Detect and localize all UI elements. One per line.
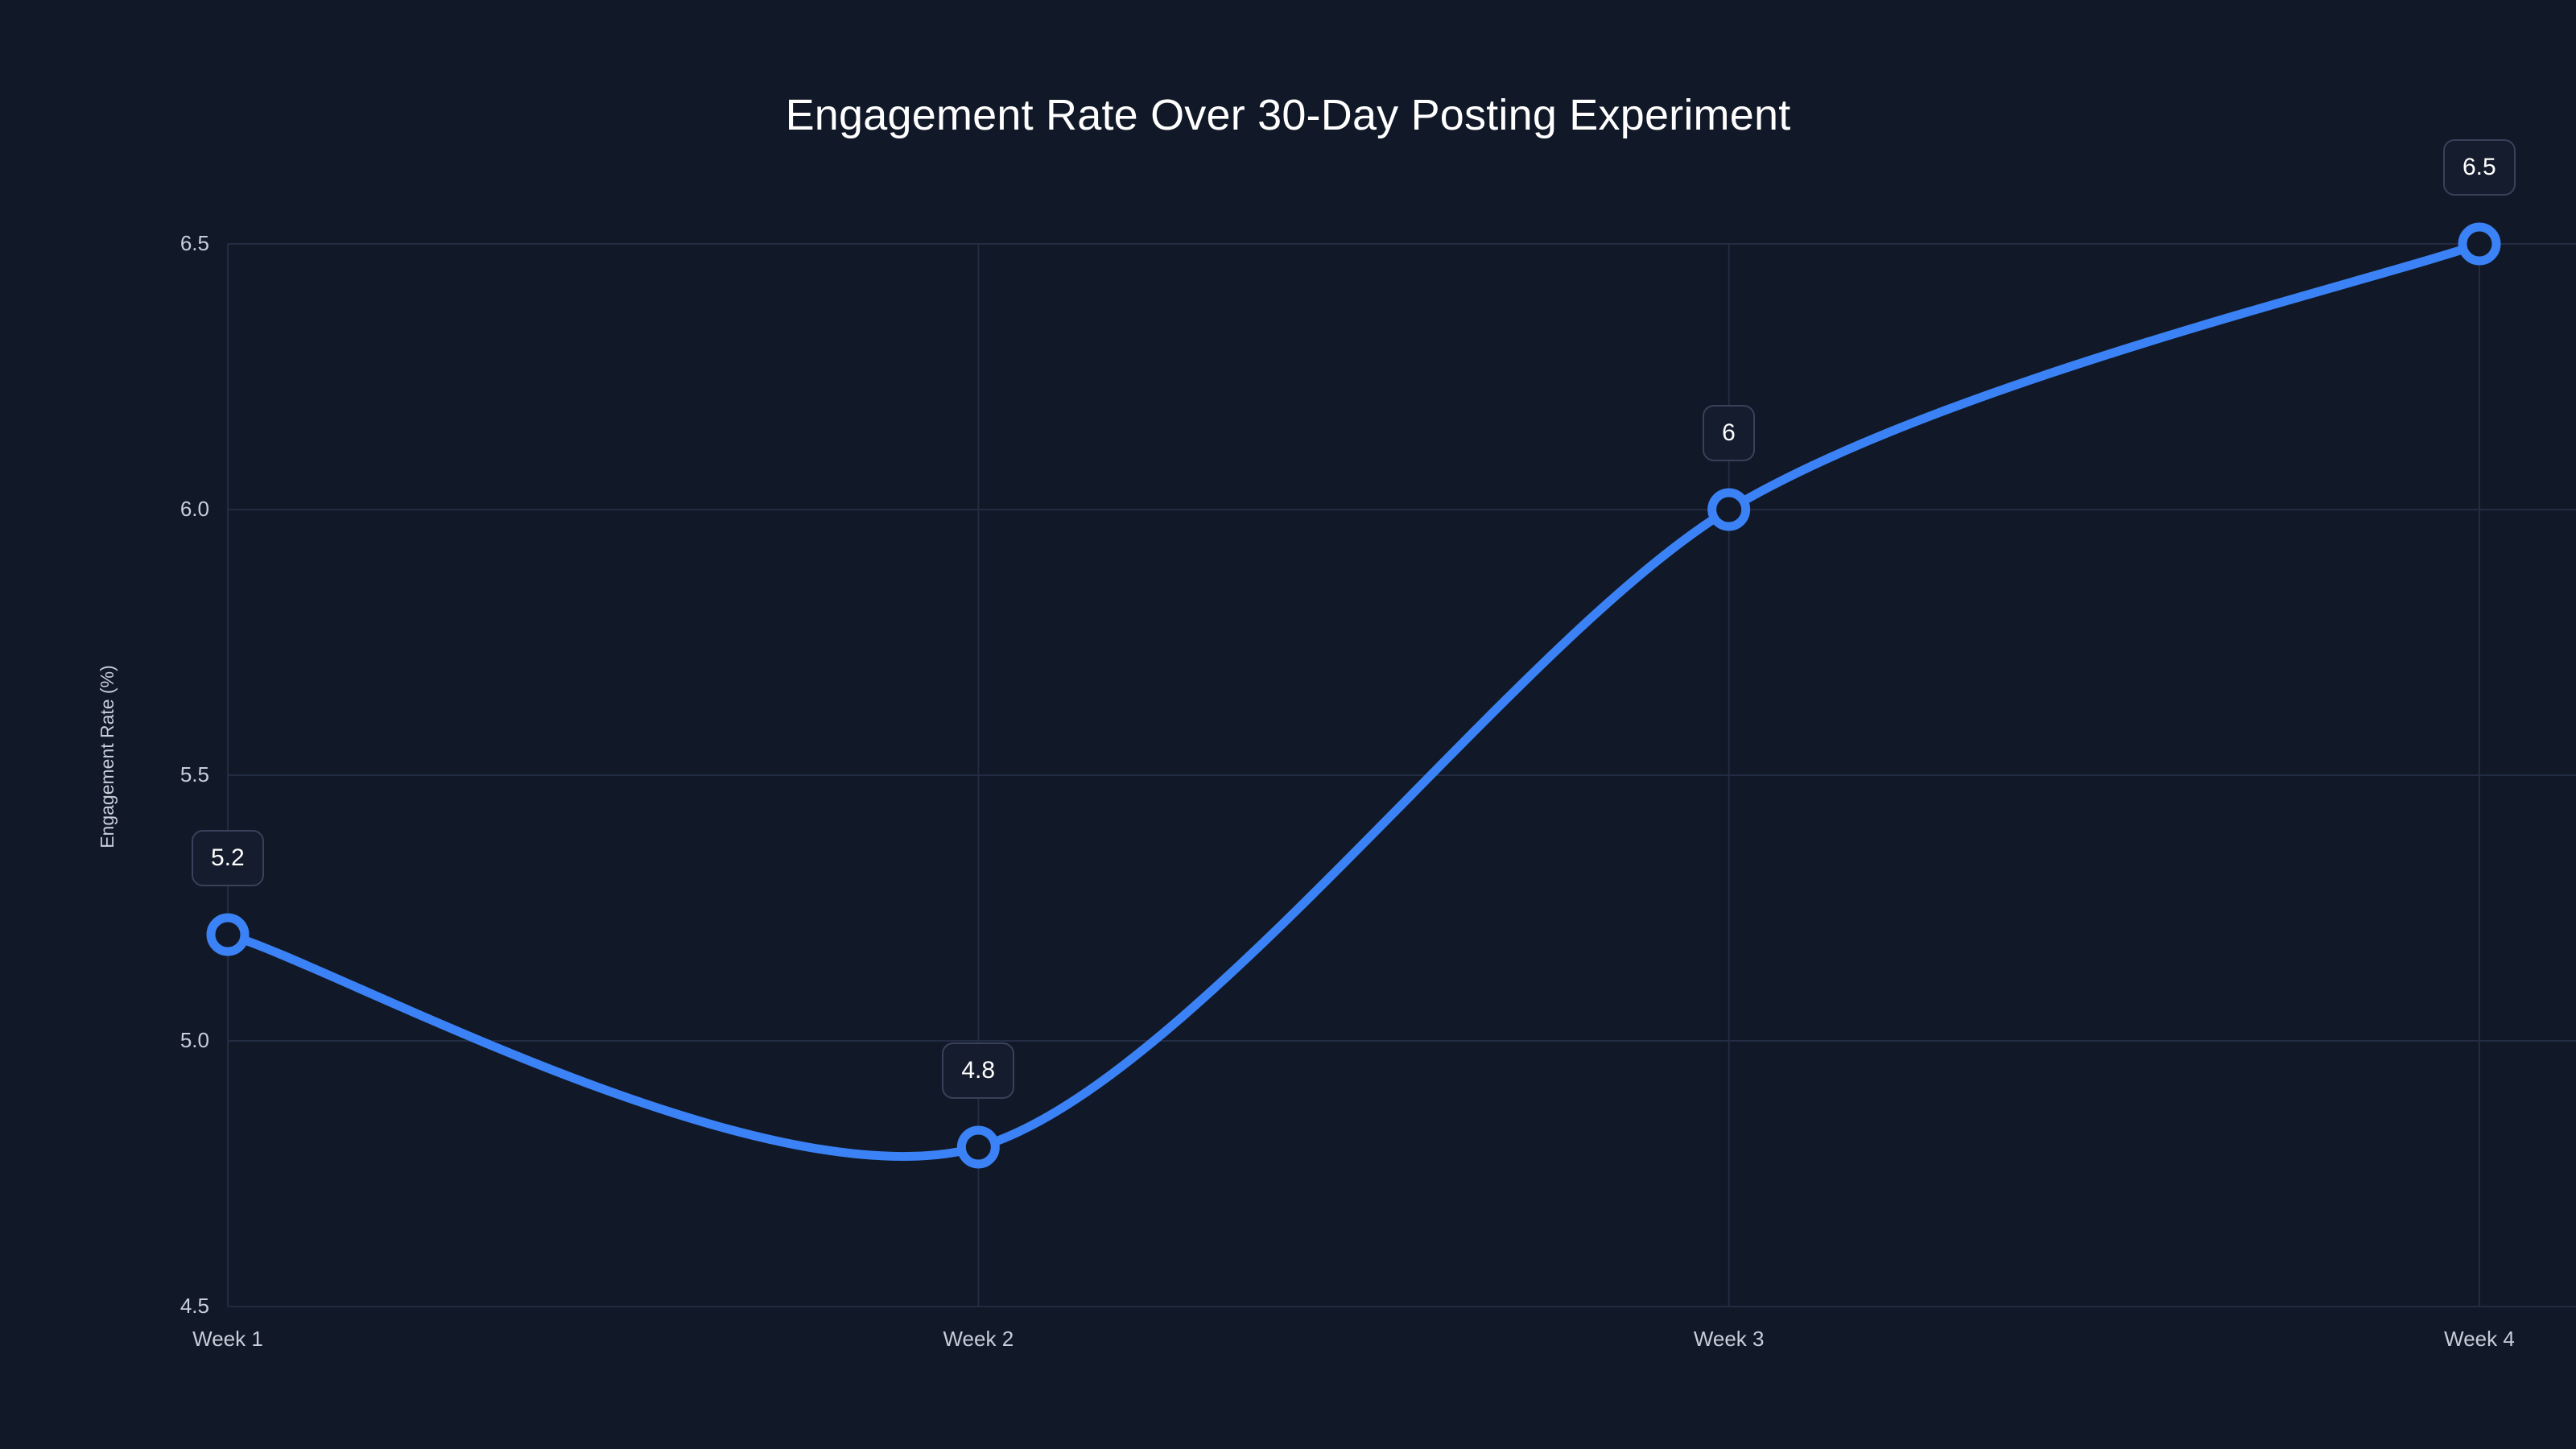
x-axis-tick: Week 2	[943, 1327, 1014, 1351]
y-axis-tick: 4.5	[180, 1294, 209, 1318]
series-line-group	[223, 239, 2484, 1161]
data-point-markers	[206, 222, 2501, 1169]
chart-title: Engagement Rate Over 30-Day Posting Expe…	[785, 91, 1791, 139]
x-axis-tick: Week 1	[192, 1327, 263, 1351]
x-axis-tick: Week 3	[1693, 1327, 1765, 1351]
y-axis-tick: 5.5	[180, 762, 209, 786]
data-point-label: 5.2	[192, 830, 264, 886]
data-point-label: 4.8	[942, 1042, 1015, 1099]
data-point-label: 6	[1703, 405, 1755, 461]
y-axis-tick: 6.0	[180, 497, 209, 521]
y-axis-tick: 6.5	[180, 231, 209, 255]
data-point-label: 6.5	[2443, 139, 2516, 196]
gridlines	[227, 243, 2576, 1307]
x-axis-tick: Week 4	[2444, 1327, 2515, 1351]
y-axis-tick: 5.0	[180, 1028, 209, 1052]
